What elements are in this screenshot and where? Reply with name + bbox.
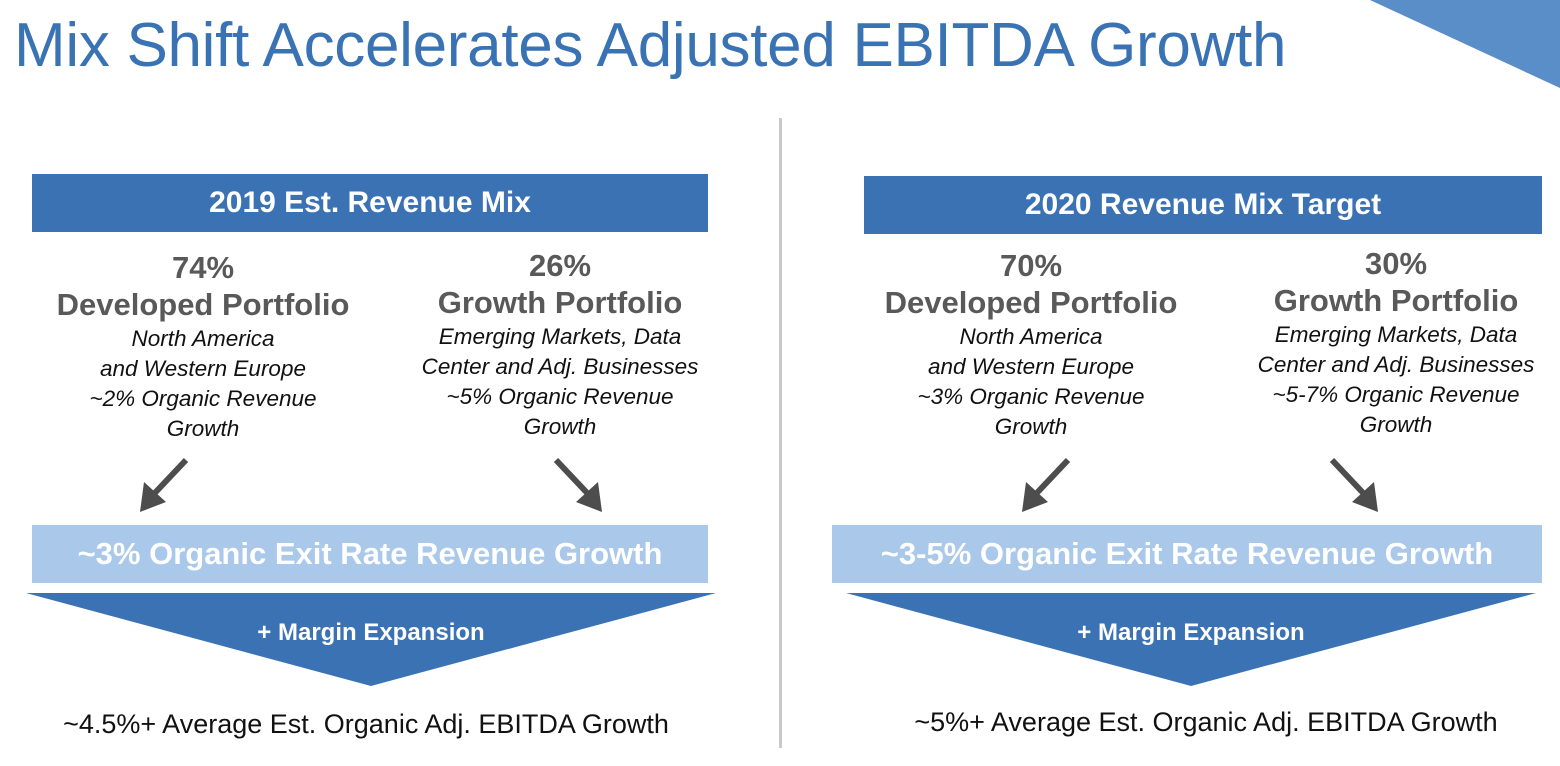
growth-pct: 30% xyxy=(1364,246,1428,281)
growth-portfolio: 26% Growth Portfolio Emerging Markets, D… xyxy=(398,248,722,442)
developed-name: Developed Portfolio xyxy=(56,287,350,322)
margin-expansion-label: + Margin Expansion xyxy=(1077,619,1305,646)
arrow-down-right-icon xyxy=(553,457,602,512)
growth-pct: 26% xyxy=(528,248,592,283)
developed-pct: 70% xyxy=(999,248,1063,283)
developed-desc-line: ~2% Organic Revenue xyxy=(89,386,317,411)
developed-desc-line: North America xyxy=(131,326,275,351)
developed-portfolio: 74% Developed Portfolio North America an… xyxy=(40,250,366,444)
growth-desc-line: Growth xyxy=(523,414,597,439)
organic-growth-band: ~3% Organic Exit Rate Revenue Growth xyxy=(32,525,708,583)
developed-desc-line: Growth xyxy=(994,414,1068,439)
developed-name: Developed Portfolio xyxy=(884,285,1178,320)
growth-desc-line: Emerging Markets, Data xyxy=(438,324,682,349)
growth-desc-line: Emerging Markets, Data xyxy=(1274,322,1518,347)
growth-name: Growth Portfolio xyxy=(1273,283,1519,318)
ebitda-growth-result: ~5%+ Average Est. Organic Adj. EBITDA Gr… xyxy=(914,707,1498,737)
corner-decoration xyxy=(1370,0,1560,88)
developed-portfolio: 70% Developed Portfolio North America an… xyxy=(866,248,1196,442)
growth-name: Growth Portfolio xyxy=(437,285,683,320)
growth-desc-line: Center and Adj. Businesses xyxy=(421,354,699,379)
developed-desc-line: North America xyxy=(959,324,1103,349)
growth-desc-line: Center and Adj. Businesses xyxy=(1257,352,1535,377)
developed-desc-line: and Western Europe xyxy=(100,356,306,381)
developed-pct: 74% xyxy=(171,250,235,285)
panel-header: 2020 Revenue Mix Target xyxy=(864,176,1542,234)
page-title: Mix Shift Accelerates Adjusted EBITDA Gr… xyxy=(14,11,1287,80)
margin-expansion-label: + Margin Expansion xyxy=(257,619,485,646)
growth-desc-line: Growth xyxy=(1359,412,1433,437)
ebitda-growth-result: ~4.5%+ Average Est. Organic Adj. EBITDA … xyxy=(63,709,669,739)
arrow-down-right-icon xyxy=(1329,457,1378,512)
developed-desc-line: ~3% Organic Revenue xyxy=(917,384,1145,409)
growth-desc-line: ~5% Organic Revenue xyxy=(446,384,674,409)
developed-desc-line: Growth xyxy=(166,416,240,441)
growth-desc-line: ~5-7% Organic Revenue xyxy=(1272,382,1520,407)
developed-desc-line: and Western Europe xyxy=(928,354,1134,379)
arrow-down-left-icon xyxy=(1022,457,1071,512)
margin-expansion-triangle xyxy=(26,593,716,686)
organic-growth-band: ~3-5% Organic Exit Rate Revenue Growth xyxy=(832,525,1542,583)
panel-divider xyxy=(779,118,782,748)
panel-header: 2019 Est. Revenue Mix xyxy=(32,174,708,232)
arrow-down-left-icon xyxy=(140,457,189,512)
growth-portfolio: 30% Growth Portfolio Emerging Markets, D… xyxy=(1234,246,1558,440)
margin-expansion-triangle xyxy=(846,593,1536,686)
